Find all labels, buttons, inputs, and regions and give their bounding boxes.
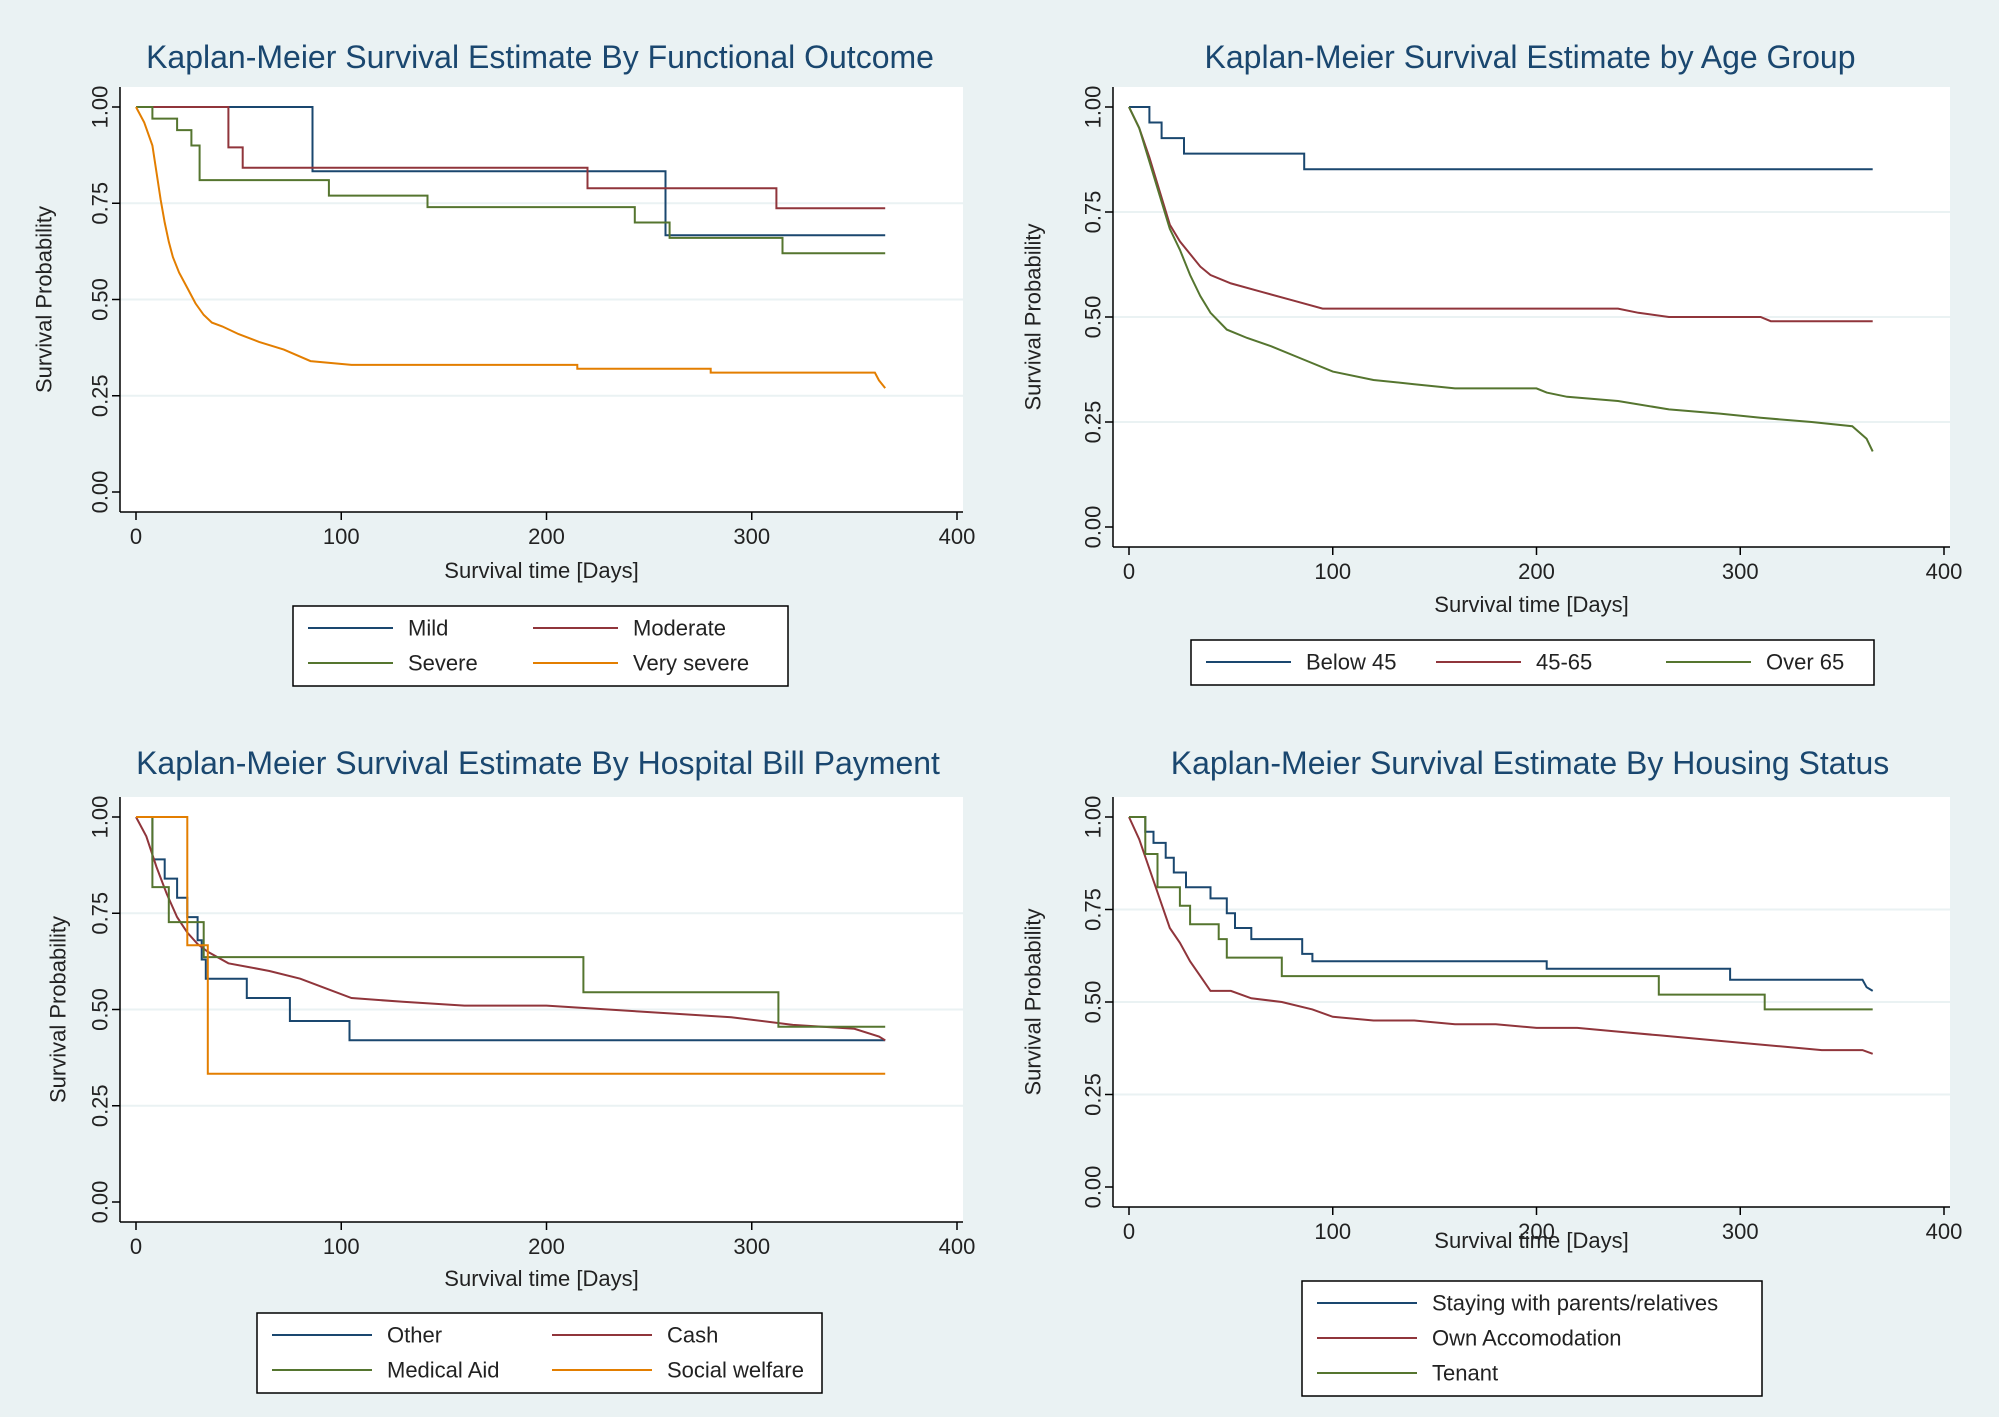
x-tick-label: 100 <box>1314 559 1351 584</box>
series-line-very-severe <box>135 106 886 389</box>
legend-label: Mild <box>408 616 448 641</box>
y-tick-label: 1.00 <box>88 86 113 129</box>
y-tick-label: 1.00 <box>1081 86 1106 129</box>
series-line-over-65 <box>1128 106 1874 452</box>
x-tick-label: 0 <box>1123 1219 1135 1244</box>
x-axis-label: Survival time [Days] <box>1434 1228 1628 1253</box>
series-line-cash <box>135 816 886 1042</box>
x-tick-label: 100 <box>323 524 360 549</box>
x-tick-label: 400 <box>1926 1219 1963 1244</box>
x-tick-label: 300 <box>733 1234 770 1259</box>
legend-box <box>256 1312 823 1394</box>
y-tick-label: 0.50 <box>88 988 113 1031</box>
legend-label: Over 65 <box>1766 650 1844 675</box>
legend-label: Very severe <box>633 651 749 676</box>
legend: Below 45 45-65 Over 65 <box>1190 639 1875 686</box>
legend-label: Staying with parents/relatives <box>1432 1291 1718 1316</box>
x-tick-label: 100 <box>323 1234 360 1259</box>
y-tick-label: 0.00 <box>1081 1166 1106 1209</box>
x-tick-label: 400 <box>1926 559 1963 584</box>
series-line-below-45 <box>1129 106 1873 171</box>
y-tick-label: 0.75 <box>1081 191 1106 234</box>
legend-label: Other <box>387 1323 442 1348</box>
series-line-social-welfare <box>136 816 886 1075</box>
y-tick-label: 0.25 <box>1081 1073 1106 1116</box>
x-axis-label: Survival time [Days] <box>444 558 638 583</box>
x-axis-label: Survival time [Days] <box>1434 592 1628 617</box>
x-tick-label: 0 <box>130 1234 142 1259</box>
legend: Mild Moderate Severe Very severe <box>292 605 789 687</box>
x-tick-label: 0 <box>1123 559 1135 584</box>
y-axis-label: Survival Probability <box>1021 223 1046 410</box>
series-line-mild <box>136 106 886 237</box>
legend-label: Medical Aid <box>387 1358 500 1383</box>
y-tick-label: 0.50 <box>1081 981 1106 1024</box>
y-tick-label: 0.00 <box>1081 506 1106 549</box>
chart-title: Kaplan-Meier Survival Estimate By Hospit… <box>136 745 940 781</box>
y-tick-label: 1.00 <box>1081 796 1106 839</box>
legend-label: Cash <box>667 1323 718 1348</box>
chart-title: Kaplan-Meier Survival Estimate by Age Gr… <box>1205 39 1856 75</box>
y-tick-label: 0.00 <box>88 1181 113 1224</box>
legend-label: Tenant <box>1432 1361 1498 1386</box>
legend: Staying with parents/relatives Own Accomo… <box>1301 1280 1763 1397</box>
legend-label: Moderate <box>633 616 726 641</box>
series-line-staying-with-parents-relatives <box>1129 816 1874 992</box>
legend: Other Cash Medical Aid Social welfare <box>256 1312 823 1394</box>
chart-2: 0.00 0.25 0.50 0.75 1.00 0 100 200 300 400 Surviva… <box>1021 39 1963 686</box>
y-tick-label: 0.75 <box>88 182 113 225</box>
y-axis-label: Survival Probability <box>46 916 71 1103</box>
x-axis-label: Survival time [Days] <box>444 1266 638 1291</box>
legend-label: Severe <box>408 651 478 676</box>
x-tick-label: 300 <box>733 524 770 549</box>
x-tick-label: 200 <box>1518 559 1555 584</box>
y-tick-label: 0.00 <box>88 471 113 514</box>
x-tick-label: 300 <box>1722 559 1759 584</box>
y-tick-label: 0.25 <box>88 1084 113 1127</box>
series-line-severe <box>136 106 886 255</box>
chart-title: Kaplan-Meier Survival Estimate By Housin… <box>1171 745 1890 781</box>
series-line-other <box>136 816 886 1042</box>
x-tick-label: 400 <box>939 524 976 549</box>
series-line-tenant <box>1129 816 1873 1011</box>
x-tick-label: 400 <box>939 1234 976 1259</box>
x-tick-label: 0 <box>130 524 142 549</box>
legend-label: Below 45 <box>1306 650 1397 675</box>
legend-box <box>292 605 789 687</box>
chart-4: 0.00 0.25 0.50 0.75 1.00 0 100 200 300 400 Surviva… <box>1021 745 1963 1397</box>
legend-label: 45-65 <box>1536 650 1592 675</box>
legend-label: Own Accomodation <box>1432 1326 1622 1351</box>
y-tick-label: 0.25 <box>88 374 113 417</box>
x-tick-label: 200 <box>528 1234 565 1259</box>
x-tick-label: 200 <box>1518 1219 1555 1244</box>
y-tick-label: 0.50 <box>1081 296 1106 339</box>
x-tick-label: 300 <box>1722 1219 1759 1244</box>
y-axis-label: Survival Probability <box>1021 908 1046 1095</box>
series-line-own-accomodation <box>1128 816 1874 1055</box>
y-axis-label: Survival Probability <box>32 206 57 393</box>
series-line-45-65 <box>1128 106 1873 323</box>
y-tick-label: 0.75 <box>1081 888 1106 931</box>
chart-title: Kaplan-Meier Survival Estimate By Functi… <box>146 39 934 75</box>
chart-3: 0.00 0.25 0.50 0.75 1.00 0 100 200 300 400 Surviva… <box>46 745 976 1394</box>
y-tick-label: 0.75 <box>88 892 113 935</box>
legend-label: Social welfare <box>667 1358 804 1383</box>
y-tick-label: 1.00 <box>88 796 113 839</box>
chart-1: 0.00 0.25 0.50 0.75 1.00 0 100 200 300 400 Surviva… <box>32 39 976 687</box>
y-tick-label: 0.50 <box>88 278 113 321</box>
y-tick-label: 0.25 <box>1081 401 1106 444</box>
x-tick-label: 100 <box>1314 1219 1351 1244</box>
series-line-medical-aid <box>136 816 886 1028</box>
legend-box <box>1190 639 1875 686</box>
series-line-moderate <box>136 106 886 210</box>
x-tick-label: 200 <box>528 524 565 549</box>
